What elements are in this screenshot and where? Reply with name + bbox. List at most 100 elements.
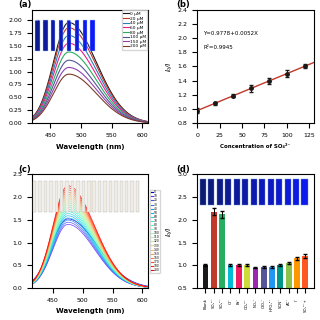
Text: (a): (a) <box>18 0 31 9</box>
80 μM <box>30 117 34 121</box>
Bar <box>252 268 258 311</box>
20 μM <box>100 75 104 78</box>
Line: 150 μM: 150 μM <box>32 68 148 122</box>
100 μM <box>99 90 103 94</box>
80 μM <box>30 117 34 121</box>
100 μM <box>136 119 140 123</box>
200 μM <box>147 121 150 124</box>
Bar <box>294 259 300 311</box>
X-axis label: Wavelength (nm): Wavelength (nm) <box>56 308 124 314</box>
200 μM <box>102 99 106 103</box>
Line: 40 μM: 40 μM <box>32 36 148 122</box>
Bar <box>244 265 250 311</box>
150 μM <box>67 66 71 69</box>
Y-axis label: I₀/I: I₀/I <box>166 227 172 236</box>
0 μM <box>102 76 106 80</box>
200 μM <box>67 72 71 76</box>
40 μM <box>30 116 34 120</box>
200 μM <box>30 118 34 122</box>
Text: (c): (c) <box>18 165 31 174</box>
60 μM <box>67 41 71 45</box>
60 μM <box>147 120 150 124</box>
200 μM <box>136 119 140 123</box>
60 μM <box>102 85 106 89</box>
60 μM <box>100 82 104 86</box>
150 μM <box>102 96 106 100</box>
20 μM <box>67 26 71 30</box>
0 μM <box>136 117 140 121</box>
200 μM <box>129 117 132 121</box>
Text: (d): (d) <box>176 165 190 174</box>
150 μM <box>147 120 150 124</box>
Legend: 0, 10, 20, 30, 40, 50, 60, 70, 80, 90, 100, 110, 120, 130, 140, 150, 160, 170, 1: 0, 10, 20, 30, 40, 50, 60, 70, 80, 90, 1… <box>150 190 160 273</box>
200 μM <box>100 97 104 101</box>
20 μM <box>129 114 132 117</box>
100 μM <box>147 120 150 124</box>
80 μM <box>136 118 140 122</box>
100 μM <box>100 91 104 94</box>
X-axis label: Concentration of SO₄²⁻: Concentration of SO₄²⁻ <box>220 143 291 148</box>
20 μM <box>136 117 140 121</box>
Line: 80 μM: 80 μM <box>32 52 148 122</box>
Bar <box>269 267 275 311</box>
Bar <box>219 214 225 311</box>
40 μM <box>129 114 132 118</box>
60 μM <box>99 81 103 85</box>
20 μM <box>30 116 34 120</box>
20 μM <box>30 116 34 119</box>
Bar <box>261 267 267 311</box>
20 μM <box>102 78 106 82</box>
200 μM <box>99 97 103 101</box>
150 μM <box>99 93 103 97</box>
X-axis label: Wavelength (nm): Wavelength (nm) <box>56 143 124 149</box>
40 μM <box>102 82 106 86</box>
150 μM <box>129 117 132 121</box>
150 μM <box>136 119 140 123</box>
0 μM <box>129 113 132 117</box>
80 μM <box>129 116 132 119</box>
60 μM <box>30 117 34 121</box>
Text: R²=0.9945: R²=0.9945 <box>203 45 233 50</box>
20 μM <box>99 74 103 77</box>
40 μM <box>99 77 103 81</box>
20 μM <box>147 120 150 124</box>
Line: 100 μM: 100 μM <box>32 60 148 122</box>
80 μM <box>100 86 104 90</box>
40 μM <box>67 34 71 37</box>
Bar <box>286 263 292 311</box>
Bar <box>236 265 242 311</box>
Line: 20 μM: 20 μM <box>32 28 148 122</box>
Bar <box>203 265 208 311</box>
40 μM <box>30 116 34 120</box>
Line: 200 μM: 200 μM <box>32 74 148 123</box>
100 μM <box>67 58 71 62</box>
Bar <box>302 256 308 311</box>
80 μM <box>67 50 71 54</box>
40 μM <box>100 78 104 82</box>
100 μM <box>30 117 34 121</box>
150 μM <box>30 118 34 122</box>
Line: 0 μM: 0 μM <box>32 22 148 122</box>
Text: (b): (b) <box>176 0 190 9</box>
0 μM <box>67 20 71 24</box>
0 μM <box>30 116 34 119</box>
80 μM <box>99 86 103 90</box>
Line: 60 μM: 60 μM <box>32 43 148 122</box>
80 μM <box>147 120 150 124</box>
0 μM <box>100 72 104 76</box>
150 μM <box>100 94 104 98</box>
0 μM <box>147 120 150 124</box>
200 μM <box>30 118 34 122</box>
0 μM <box>99 71 103 75</box>
Bar <box>277 265 283 311</box>
100 μM <box>129 116 132 120</box>
Y-axis label: I₀/I: I₀/I <box>166 62 172 71</box>
60 μM <box>129 115 132 119</box>
150 μM <box>30 118 34 122</box>
100 μM <box>30 118 34 122</box>
60 μM <box>30 116 34 120</box>
0 μM <box>30 115 34 119</box>
Bar <box>228 265 233 311</box>
60 μM <box>136 118 140 122</box>
40 μM <box>147 120 150 124</box>
